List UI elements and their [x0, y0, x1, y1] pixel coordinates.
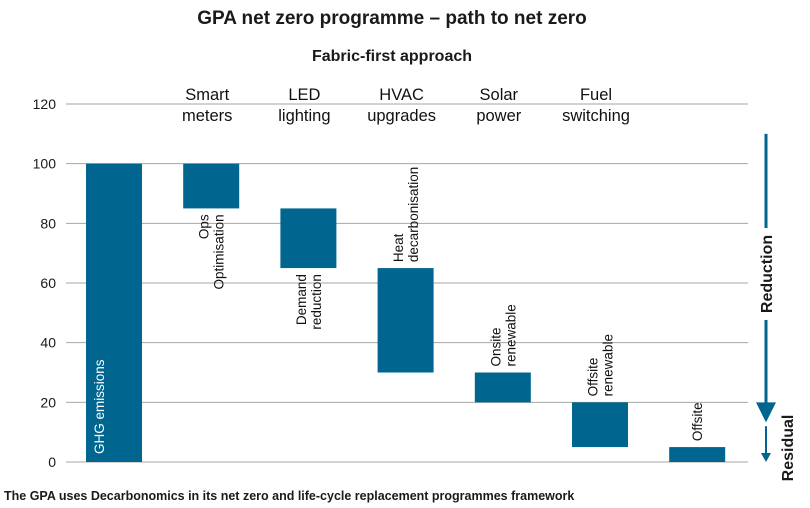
bar-label-line: renewable — [601, 334, 616, 396]
bar-label-line: Ops — [197, 214, 212, 239]
stage-header: LED lighting — [278, 86, 330, 125]
bar-label-line: Demand — [294, 274, 309, 325]
footnote: The GPA uses Decarbonomics in its net ze… — [4, 489, 574, 503]
stage-header-line: Smart — [185, 86, 229, 104]
bar — [669, 447, 726, 462]
stage-header-line: power — [476, 107, 521, 125]
bar-label: GHG emissions — [92, 359, 107, 454]
y-tick-label: 120 — [33, 96, 57, 112]
bar-label-line: reduction — [309, 274, 324, 330]
y-tick-label: 0 — [48, 454, 56, 470]
bar-label-line: Optimisation — [212, 214, 227, 289]
residual-label: Residual — [780, 415, 797, 482]
bar-label-line: renewable — [503, 304, 518, 366]
bar — [183, 163, 240, 209]
y-tick-label: 80 — [40, 215, 56, 231]
bar — [86, 163, 142, 462]
stage-header-line: lighting — [278, 107, 330, 125]
bar — [474, 372, 531, 403]
y-tick-label: 60 — [40, 275, 56, 291]
bar-label: Heat decarbonisation — [391, 167, 421, 262]
reduction-residual-indicator: Reduction Residual — [752, 133, 797, 482]
reduction-label: Reduction — [759, 235, 776, 313]
stage-header-line: Solar — [480, 86, 519, 104]
bar-label: Demand reduction — [294, 274, 324, 330]
stage-header-line: upgrades — [367, 107, 436, 125]
bar-labels: GHG emissions Ops Optimisation Demand reduct… — [92, 167, 705, 454]
stage-header-line: Fuel — [580, 86, 612, 104]
stage-headers: Smart meters LED lighting HVAC upgrades Solar p… — [182, 86, 630, 125]
stage-header-line: LED — [288, 86, 320, 104]
bars — [86, 163, 726, 462]
stage-header-line: switching — [562, 107, 630, 125]
stage-header: Fuel switching — [562, 86, 630, 125]
bar-label-line: Onsite — [488, 327, 503, 366]
chart-title: GPA net zero programme – path to net zer… — [197, 8, 587, 29]
bar-label: Onsite renewable — [488, 304, 518, 366]
bar — [377, 268, 434, 373]
stage-header: Smart meters — [182, 86, 232, 125]
bar-label: Offsite — [690, 402, 705, 441]
residual-arrowhead — [761, 453, 771, 463]
y-tick-label: 20 — [40, 394, 56, 410]
bar-label-line: Heat — [391, 233, 406, 262]
y-axis: 0 20 40 60 80 100 120 — [33, 96, 57, 470]
stage-header: HVAC upgrades — [367, 86, 436, 125]
chart-subtitle: Fabric-first approach — [312, 48, 472, 65]
stage-header-line: meters — [182, 107, 232, 125]
bar — [572, 402, 628, 448]
bar-label-line: GHG emissions — [92, 359, 107, 454]
bar-label-line: decarbonisation — [406, 167, 421, 262]
y-tick-label: 40 — [40, 335, 56, 351]
reduction-label-bg — [752, 228, 780, 320]
stage-header-line: HVAC — [379, 86, 424, 104]
y-tick-label: 100 — [33, 156, 57, 172]
stage-header: Solar power — [476, 86, 521, 125]
reduction-arrowhead — [756, 402, 776, 423]
bar-label: Ops Optimisation — [197, 214, 227, 289]
bar-label: Offsite renewable — [586, 334, 616, 396]
bar — [280, 208, 337, 269]
bar-label-line: Offsite — [690, 402, 705, 441]
bar-label-line: Offsite — [586, 358, 601, 397]
